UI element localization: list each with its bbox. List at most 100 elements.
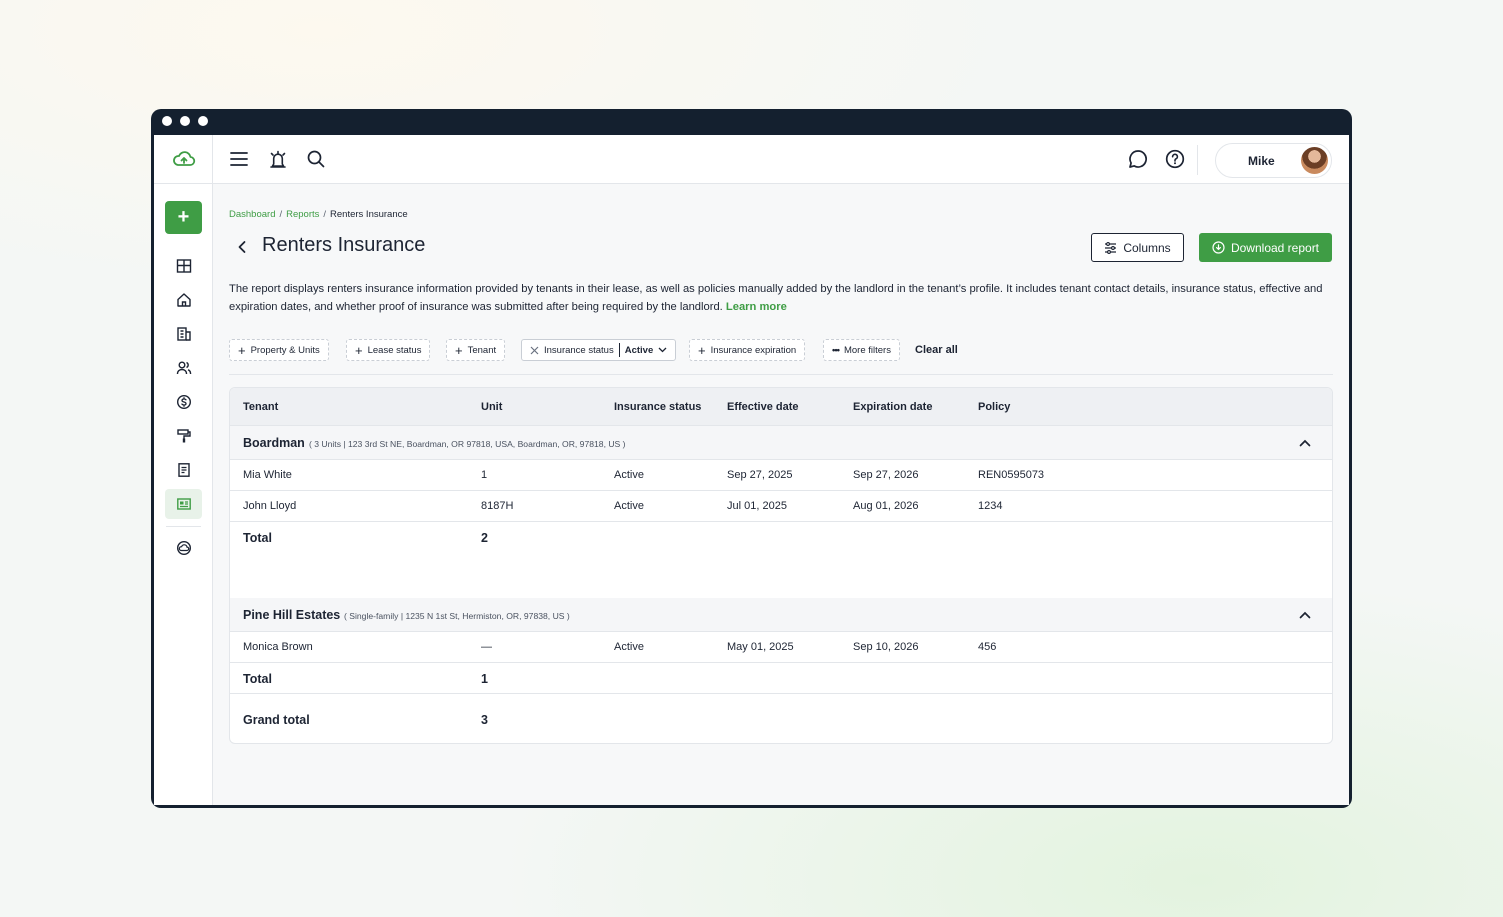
filter-label: More filters — [843, 344, 891, 356]
chevron-down-icon — [658, 347, 667, 353]
cell-unit: — — [481, 641, 492, 653]
sliders-icon — [1105, 241, 1117, 254]
filter-bar: + Property & Units + Lease status + Tena… — [229, 339, 1333, 361]
plus-icon: + — [177, 206, 190, 228]
sidebar-item-cloud[interactable] — [165, 533, 202, 563]
people-icon — [176, 361, 191, 375]
sidebar-item-documents[interactable] — [165, 455, 202, 485]
chevron-up-icon[interactable] — [1298, 608, 1312, 622]
filter-property-units[interactable]: + Property & Units — [229, 339, 329, 361]
cell-insurance-status: Active — [614, 500, 644, 512]
menu-icon[interactable] — [227, 147, 251, 171]
filter-lease-status[interactable]: + Lease status — [346, 339, 431, 361]
document-icon — [177, 463, 190, 477]
filter-insurance-status[interactable]: Insurance status Active — [521, 339, 677, 361]
sidebar-item-reports[interactable] — [165, 489, 202, 519]
user-menu[interactable]: Mike — [1215, 143, 1332, 178]
sidebar-item-buildings[interactable] — [165, 319, 202, 349]
cell-policy: 456 — [978, 641, 997, 653]
chevron-up-icon[interactable] — [1298, 436, 1312, 450]
buildings-icon — [176, 327, 191, 341]
chat-icon[interactable] — [1126, 147, 1150, 171]
grand-total-label: Grand total — [243, 713, 310, 727]
window-dot-minimize[interactable] — [180, 116, 190, 126]
grand-total-row: Grand total 3 — [230, 704, 1332, 735]
sidebar-divider — [166, 526, 201, 527]
table-header: Tenant Unit Insurance status Effective d… — [230, 388, 1332, 426]
filter-tenant[interactable]: + Tenant — [446, 339, 506, 361]
plus-icon: + — [698, 342, 706, 358]
add-new-button[interactable]: + — [165, 201, 202, 234]
column-header-insurance-status[interactable]: Insurance status — [614, 401, 702, 413]
cell-effective-date: Sep 27, 2025 — [727, 469, 793, 481]
breadcrumb-dashboard[interactable]: Dashboard — [229, 209, 276, 220]
group-meta: ( 3 Units | 123 3rd St NE, Boardman, OR … — [309, 439, 626, 449]
sidebar-item-home[interactable] — [165, 285, 202, 315]
group-row-boardman[interactable]: Boardman ( 3 Units | 123 3rd St NE, Boar… — [230, 426, 1332, 460]
download-report-button[interactable]: Download report — [1199, 233, 1332, 262]
breadcrumb-reports[interactable]: Reports — [286, 209, 320, 220]
back-icon[interactable] — [237, 237, 251, 257]
column-header-tenant[interactable]: Tenant — [243, 401, 279, 413]
plus-icon: + — [355, 342, 363, 358]
user-name: Mike — [1248, 154, 1275, 168]
cell-insurance-status: Active — [614, 641, 644, 653]
browser-window: + — [151, 109, 1352, 808]
total-label: Total — [243, 531, 272, 545]
table-row[interactable]: Monica Brown — Active May 01, 2025 Sep 1… — [230, 632, 1332, 663]
filter-insurance-expiration[interactable]: + Insurance expiration — [689, 339, 806, 361]
group-total-row: Total 2 — [230, 522, 1332, 553]
cell-unit: 8187H — [481, 500, 514, 512]
help-icon[interactable] — [1163, 147, 1187, 171]
filter-label: Insurance expiration — [710, 344, 797, 356]
window-titlebar — [151, 109, 1352, 135]
sidebar-item-dashboard[interactable] — [165, 251, 202, 281]
avatar — [1301, 147, 1328, 174]
dashboard-icon — [176, 259, 191, 273]
sidebar-item-accounting[interactable] — [165, 387, 202, 417]
plus-icon: + — [238, 342, 246, 358]
learn-more-link[interactable]: Learn more — [725, 301, 787, 313]
filter-value: Active — [624, 344, 654, 356]
table-row[interactable]: John Lloyd 8187H Active Jul 01, 2025 Aug… — [230, 491, 1332, 522]
group-row-pine-hill-estates[interactable]: Pine Hill Estates ( Single-family | 1235… — [230, 598, 1332, 632]
cell-effective-date: Jul 01, 2025 — [727, 500, 787, 512]
clear-all-button[interactable]: Clear all — [915, 344, 958, 356]
window-dot-close[interactable] — [162, 116, 172, 126]
cell-expiration-date: Aug 01, 2026 — [853, 500, 919, 512]
columns-button[interactable]: Columns — [1091, 233, 1184, 262]
group-total-row: Total 1 — [230, 663, 1332, 694]
download-label: Download report — [1230, 240, 1320, 255]
column-header-unit[interactable]: Unit — [481, 401, 503, 413]
app-content: + — [154, 135, 1349, 805]
filter-separator — [618, 343, 620, 357]
column-header-effective-date[interactable]: Effective date — [727, 401, 799, 413]
report-table: Tenant Unit Insurance status Effective d… — [229, 387, 1333, 744]
cloud-download-icon — [176, 540, 191, 556]
alarm-icon[interactable] — [266, 147, 290, 171]
dollar-icon — [176, 394, 191, 410]
sidebar-item-maintenance[interactable] — [165, 421, 202, 451]
search-icon[interactable] — [304, 147, 328, 171]
cloud-logo-icon[interactable] — [154, 135, 213, 184]
cell-effective-date: May 01, 2025 — [727, 641, 794, 653]
column-header-expiration-date[interactable]: Expiration date — [853, 401, 933, 413]
cloud-download-icon — [1212, 241, 1225, 254]
topbar-divider — [1197, 145, 1198, 175]
column-header-policy[interactable]: Policy — [978, 401, 1011, 413]
filter-divider — [229, 374, 1333, 375]
cell-tenant: Monica Brown — [243, 641, 313, 653]
filter-more[interactable]: ••• More filters — [823, 339, 900, 361]
window-dot-maximize[interactable] — [198, 116, 208, 126]
table-row[interactable]: Mia White 1 Active Sep 27, 2025 Sep 27, … — [230, 460, 1332, 491]
total-value: 2 — [481, 531, 488, 545]
group-name: Pine Hill Estates — [243, 608, 341, 622]
cell-expiration-date: Sep 27, 2026 — [853, 469, 919, 481]
sidebar-item-people[interactable] — [165, 353, 202, 383]
total-value: 1 — [481, 672, 488, 686]
filter-label: Tenant — [467, 344, 497, 356]
filter-label: Property & Units — [250, 344, 320, 356]
close-icon[interactable] — [530, 346, 539, 355]
cell-tenant: John Lloyd — [243, 500, 297, 512]
home-icon — [176, 293, 191, 307]
